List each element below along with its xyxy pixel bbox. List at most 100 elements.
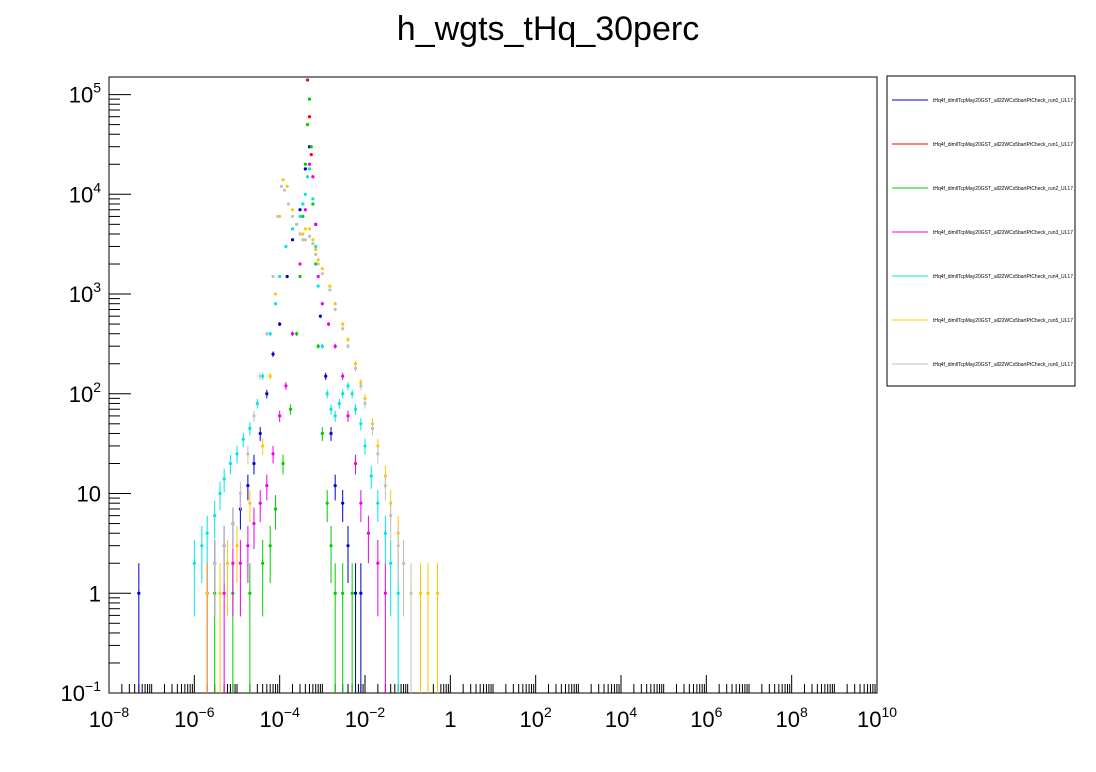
data-point — [350, 591, 354, 595]
data-point — [261, 374, 265, 378]
data-point — [284, 244, 288, 249]
series-markers — [205, 162, 387, 693]
data-point — [314, 244, 318, 249]
data-point — [285, 274, 289, 279]
data-point — [389, 561, 393, 565]
x-tick-label: 108 — [776, 704, 808, 732]
data-point — [324, 374, 328, 378]
series-markers — [305, 78, 313, 157]
data-point — [303, 167, 307, 171]
data-point — [341, 327, 345, 331]
data-point — [314, 262, 318, 266]
data-point — [284, 384, 288, 388]
data-point — [265, 392, 269, 396]
data-point — [246, 484, 250, 488]
y-tick-label: 103 — [69, 279, 101, 307]
data-point — [222, 544, 226, 548]
data-point — [228, 461, 232, 466]
legend-label: tHq4f_dimllTcpMay20GST_all22WCs5bartPtCh… — [933, 362, 1073, 368]
data-point — [314, 252, 318, 256]
data-point — [341, 501, 345, 505]
data-point — [353, 461, 358, 466]
legend-label: tHq4f_dimllTcpMay20GST_all22WCs5bartPtCh… — [933, 230, 1073, 236]
data-point — [252, 461, 256, 466]
data-point — [137, 591, 141, 595]
data-point — [353, 407, 358, 411]
y-tick-label: 1 — [89, 581, 101, 606]
legend-label: tHq4f_dimllTcpMay20GST_all22WCs5bartPtCh… — [933, 274, 1073, 280]
y-axis-ticks: 10−1 1 10 102 103 104 105 — [61, 80, 131, 706]
data-point — [320, 266, 324, 271]
data-point — [333, 484, 337, 488]
data-point — [346, 344, 350, 348]
data-point — [192, 561, 196, 565]
data-point — [325, 392, 329, 396]
data-point — [273, 507, 278, 511]
data-point — [333, 307, 337, 312]
data-point — [341, 392, 345, 396]
data-point — [213, 514, 217, 518]
data-point — [298, 274, 302, 279]
data-point — [273, 292, 278, 296]
y-tick-label: 105 — [69, 80, 101, 108]
data-point — [295, 332, 299, 336]
data-point — [246, 544, 250, 548]
data-point — [341, 322, 345, 326]
data-point — [252, 414, 256, 418]
data-point — [231, 561, 235, 565]
data-point — [286, 202, 290, 206]
data-series — [137, 78, 440, 693]
data-point — [320, 344, 324, 348]
data-point — [213, 561, 217, 565]
data-point — [268, 374, 272, 378]
data-point — [333, 302, 337, 306]
data-point — [309, 145, 313, 149]
data-point — [316, 274, 320, 279]
data-point — [307, 162, 312, 166]
data-point — [231, 521, 235, 526]
x-tick-label: 10−2 — [345, 704, 386, 732]
data-point — [235, 452, 239, 456]
data-point — [314, 222, 318, 226]
data-point — [246, 452, 250, 456]
data-point — [222, 591, 226, 595]
data-point — [418, 591, 423, 595]
data-point — [341, 591, 345, 595]
data-point — [205, 591, 209, 595]
data-point — [328, 284, 332, 288]
data-point — [248, 426, 252, 430]
data-point — [396, 544, 400, 548]
legend-label: tHq4f_dimllTcpMay20GST_all22WCs5bartPtCh… — [933, 318, 1073, 324]
data-point — [290, 227, 295, 231]
data-point — [426, 591, 430, 595]
data-point — [366, 531, 370, 535]
y-tick-label: 102 — [69, 379, 101, 407]
data-point — [320, 272, 324, 276]
data-point — [265, 332, 269, 336]
series-markers — [192, 167, 400, 693]
data-point — [316, 284, 320, 288]
data-point — [265, 484, 269, 488]
data-point — [325, 501, 329, 505]
x-tick-label: 1010 — [857, 704, 897, 732]
data-point — [271, 274, 275, 279]
data-point — [258, 374, 262, 378]
legend: tHq4f_dimllTcpMay20GST_all22WCs5bartPtCh… — [886, 75, 1076, 387]
data-point — [248, 501, 252, 505]
data-point — [258, 501, 262, 505]
data-point — [320, 431, 324, 436]
data-point — [307, 115, 312, 119]
data-point — [346, 544, 350, 548]
data-point — [318, 314, 322, 318]
x-tick-label: 104 — [605, 704, 637, 732]
data-point — [261, 444, 265, 448]
data-point — [353, 366, 358, 370]
data-point — [303, 227, 307, 231]
data-point — [353, 362, 358, 366]
data-point — [311, 242, 315, 246]
x-tick-label: 10−8 — [89, 704, 130, 732]
data-point — [271, 452, 275, 456]
data-point — [271, 352, 275, 356]
data-point — [363, 401, 367, 406]
y-tick-label: 10−1 — [61, 678, 102, 706]
